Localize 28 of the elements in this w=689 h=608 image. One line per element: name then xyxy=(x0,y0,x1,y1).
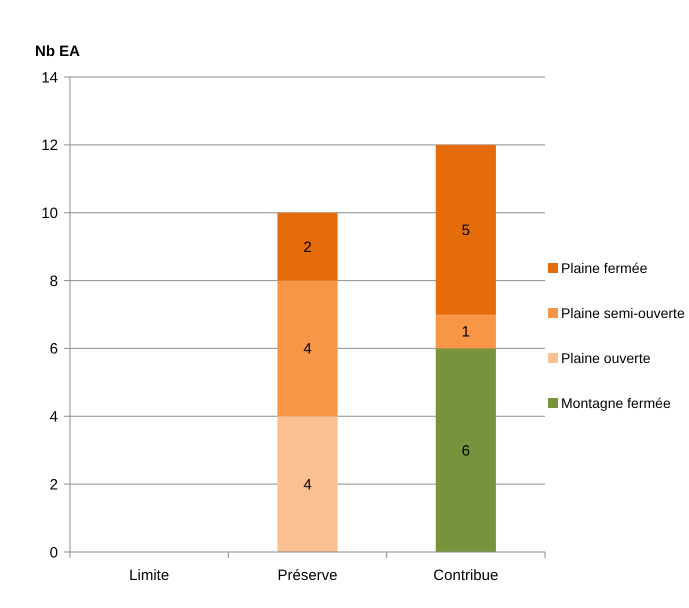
y-tick-label: 2 xyxy=(50,476,58,494)
y-tick-label: 0 xyxy=(50,544,58,562)
y-tick-label: 8 xyxy=(50,272,58,290)
bar xyxy=(436,144,496,314)
bar xyxy=(277,280,338,416)
y-tick-label: 14 xyxy=(41,69,58,86)
data-label: 5 xyxy=(462,222,470,239)
legend-label: Plaine fermée xyxy=(561,260,648,276)
x-tick-label: Contribue xyxy=(433,567,498,584)
bar xyxy=(277,212,338,281)
data-label: 4 xyxy=(303,340,312,358)
data-label: 2 xyxy=(303,238,312,256)
legend-label: Montagne fermée xyxy=(561,394,671,411)
bar xyxy=(436,314,496,348)
bar xyxy=(277,416,338,552)
y-tick-label: 12 xyxy=(41,137,58,154)
y-tick-label: 4 xyxy=(50,408,58,426)
data-label: 1 xyxy=(462,324,470,341)
legend-label: Plaine ouverte xyxy=(561,350,651,366)
data-label: 6 xyxy=(462,442,470,460)
y-tick-label: 10 xyxy=(41,204,58,222)
y-axis-title: Nb EA xyxy=(35,43,80,60)
x-tick-label: Préserve xyxy=(277,567,338,584)
bar xyxy=(436,348,496,552)
x-tick-label: Limite xyxy=(129,567,170,584)
legend-label: Plaine semi-ouverte xyxy=(561,304,685,321)
data-label: 4 xyxy=(303,476,312,494)
y-tick-label: 6 xyxy=(50,340,58,358)
